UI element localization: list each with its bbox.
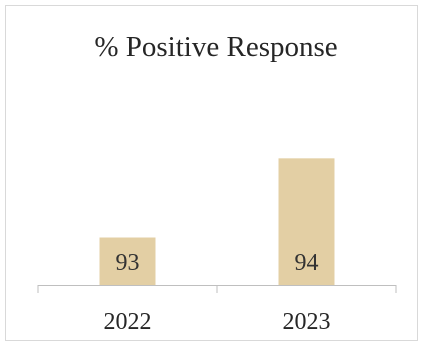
x-tick-label-2023: 2023 [283, 309, 331, 335]
x-axis: 2022 2023 [38, 285, 396, 335]
bars-group: 93 94 [100, 158, 335, 285]
x-tick-label-2022: 2022 [104, 309, 152, 335]
data-label-2022: 93 [116, 250, 140, 276]
chart-title: % Positive Response [94, 31, 337, 63]
data-label-2023: 94 [295, 250, 319, 276]
